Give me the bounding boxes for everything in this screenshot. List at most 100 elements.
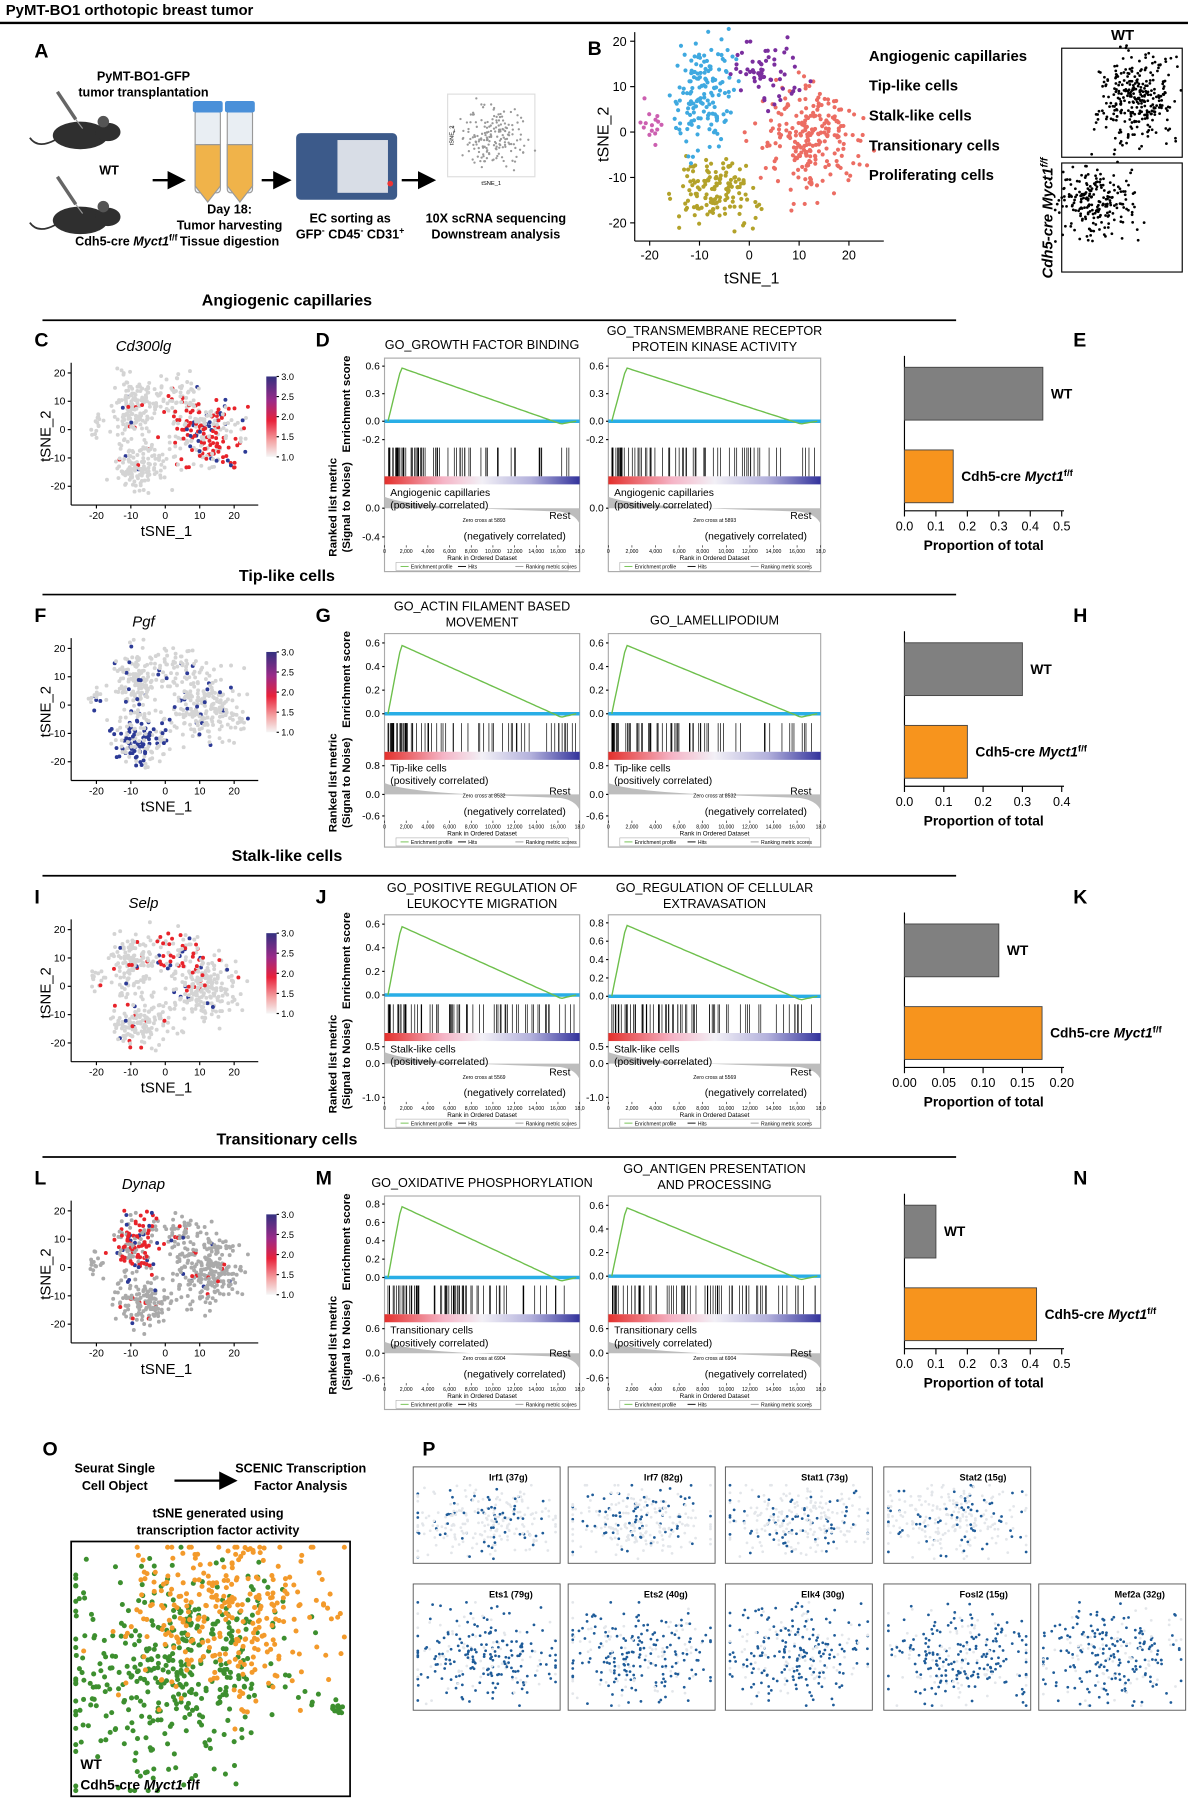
cell-dot: [141, 956, 145, 960]
cell-dot: [1162, 85, 1166, 88]
legend-label: Ranking metric scores: [526, 840, 577, 846]
cell-dot: [179, 1295, 184, 1300]
cell-dot: [127, 459, 132, 464]
cell-dot: [1074, 195, 1077, 199]
cell-dot: [488, 140, 491, 143]
cell-dot: [722, 206, 727, 211]
cell-dot: [1070, 195, 1073, 198]
cell-dot: [126, 404, 131, 409]
cell-dot: [153, 697, 157, 702]
cell-dot: [132, 710, 137, 715]
cell-dot: [713, 128, 718, 133]
cell-dot: [157, 759, 162, 764]
colorbar-label: 1.0: [281, 452, 294, 462]
y-tick-label: 0.0: [366, 709, 381, 720]
enrichment-curve: [387, 367, 577, 425]
cell-dot: [495, 119, 498, 122]
x-tick-label: 10: [194, 1067, 206, 1078]
cell-dot: [804, 153, 809, 158]
cell-dot: [150, 1233, 155, 1238]
cell-dot: [647, 132, 652, 137]
cell-dot: [704, 157, 709, 163]
cell-dot: [129, 963, 134, 967]
y-tick-label: 0.0: [589, 1059, 604, 1070]
zero-cross: Zero cross at 5893: [693, 518, 736, 524]
x-tick-label: 12,000: [742, 1106, 758, 1112]
cell-dot: [641, 125, 646, 130]
cell-dot: [1119, 102, 1123, 105]
cell-dot: [140, 1231, 145, 1235]
cell-dot: [125, 380, 130, 385]
cell-dot: [466, 143, 469, 146]
cell-dot: [497, 119, 501, 122]
cell-dot: [215, 441, 220, 446]
cell-dot: [822, 96, 827, 102]
cell-dot: [120, 1023, 125, 1028]
cell-dot: [194, 979, 199, 983]
cell-dot: [473, 147, 476, 150]
cell-dot: [191, 951, 196, 956]
cell-dot: [772, 102, 777, 107]
cell-dot: [144, 1300, 149, 1305]
cell-dot: [790, 55, 795, 60]
cell-dot: [516, 114, 519, 117]
cell-dot: [206, 1236, 211, 1241]
cell-dot: [1081, 217, 1084, 221]
cell-dot: [128, 1225, 133, 1230]
cell-dot: [182, 721, 187, 726]
cell-dot: [1117, 91, 1121, 95]
cell-dot: [121, 676, 126, 681]
cell-dot: [856, 154, 861, 159]
x-tick-label: 6,000: [443, 1106, 456, 1112]
cell-dot: [207, 1253, 212, 1258]
group-label-part: Myct1: [1040, 167, 1057, 209]
cell-dot: [1127, 72, 1131, 76]
cell-dot: [823, 126, 829, 131]
cell-dot: [177, 1284, 182, 1289]
panel-letter: K: [1073, 886, 1087, 908]
cell-dot: [1119, 111, 1123, 115]
cell-dot: [171, 1271, 175, 1276]
cell-dot: [1107, 214, 1111, 217]
cell-dot: [220, 1252, 225, 1257]
cell-dot: [202, 691, 207, 696]
cell-dot: [1069, 222, 1073, 225]
cell-dot: [197, 995, 202, 1000]
cell-dot: [494, 147, 497, 150]
cell-dot: [1127, 183, 1130, 187]
cell-dot: [1150, 112, 1153, 116]
cell-dot: [469, 113, 472, 116]
cell-dot: [1163, 91, 1167, 95]
cell-dot: [722, 91, 728, 96]
y-tick-label: -0.2: [586, 435, 604, 446]
cell-dot: [501, 119, 505, 122]
cell-dot: [196, 439, 201, 443]
cell-dot: [1114, 82, 1118, 85]
cell-dot: [744, 163, 749, 168]
gsea-frame: [383, 1195, 581, 1411]
cell-dot: [725, 47, 730, 53]
cell-dot: [1147, 129, 1151, 132]
cell-dot: [192, 1264, 197, 1269]
cell-dot: [118, 1286, 123, 1291]
cell-dot: [690, 183, 695, 188]
section-title: Stalk-like cells: [232, 847, 343, 865]
cell-dot: [715, 205, 720, 210]
cell-dot: [1130, 106, 1134, 109]
x-tick-label: 2,000: [625, 1106, 638, 1112]
cell-dot: [143, 679, 147, 684]
cell-dot: [835, 147, 841, 152]
cell-dot: [210, 429, 215, 434]
cell-dot: [759, 62, 764, 67]
cell-dot: [1136, 238, 1140, 242]
x-tick-label: 20: [228, 786, 240, 797]
cell-dot: [139, 686, 144, 691]
cell-dot: [96, 423, 101, 428]
cell-dot: [1092, 216, 1096, 220]
cell-dot: [475, 143, 478, 146]
cell-dot: [485, 150, 489, 153]
cell-dot: [181, 1007, 186, 1011]
x-tick-label: 10,000: [485, 1106, 501, 1112]
cell-dot: [484, 121, 487, 124]
